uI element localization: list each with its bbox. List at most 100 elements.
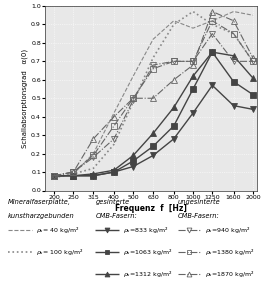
$\rho_s$=1063 kg/m² xyxy=(211,50,214,54)
$\rho_s$= 40 kg/m² xyxy=(92,152,95,155)
$\rho_s$=940 kg/m² xyxy=(211,32,214,35)
$\rho_s$=940 kg/m² xyxy=(132,98,135,102)
Text: $\rho_s$=1312 kg/m²: $\rho_s$=1312 kg/m² xyxy=(123,269,173,279)
$\rho_s$=1063 kg/m² xyxy=(191,87,195,91)
$\rho_s$= 40 kg/m² xyxy=(112,111,116,115)
$\rho_s$=1380 kg/m² xyxy=(52,174,56,178)
$\rho_s$=1063 kg/m² xyxy=(172,124,175,128)
Line: $\rho_s$=1870 kg/m²: $\rho_s$=1870 kg/m² xyxy=(51,9,256,178)
$\rho_s$=833 kg/m² xyxy=(152,154,155,157)
Line: $\rho_s$= 100 kg/m²: $\rho_s$= 100 kg/m² xyxy=(54,11,253,178)
$\rho_s$=1063 kg/m² xyxy=(112,170,116,174)
$\rho_s$=1380 kg/m² xyxy=(92,154,95,157)
Text: $\rho_s$=1380 kg/m²: $\rho_s$=1380 kg/m² xyxy=(205,247,255,257)
Text: CMB-Fasern:: CMB-Fasern: xyxy=(178,213,219,219)
$\rho_s$=1312 kg/m² xyxy=(191,74,195,78)
$\rho_s$=833 kg/m² xyxy=(251,107,254,111)
Y-axis label: Schallabsorptionsgrad   α(0): Schallabsorptionsgrad α(0) xyxy=(22,49,28,148)
$\rho_s$=1380 kg/m² xyxy=(191,59,195,63)
$\rho_s$= 100 kg/m² xyxy=(251,59,254,63)
$\rho_s$=1380 kg/m² xyxy=(172,59,175,63)
$\rho_s$= 40 kg/m² xyxy=(191,26,195,30)
$\rho_s$=1380 kg/m² xyxy=(232,32,235,35)
$\rho_s$=940 kg/m² xyxy=(232,59,235,63)
Text: Mineralfaserplatte,: Mineralfaserplatte, xyxy=(8,199,71,205)
$\rho_s$=833 kg/m² xyxy=(52,174,56,178)
$\rho_s$= 40 kg/m² xyxy=(72,172,75,176)
$\rho_s$=833 kg/m² xyxy=(232,104,235,107)
Text: $\rho_s$=940 kg/m²: $\rho_s$=940 kg/m² xyxy=(205,225,251,235)
$\rho_s$=1312 kg/m² xyxy=(152,131,155,135)
$\rho_s$=1870 kg/m² xyxy=(152,96,155,100)
$\rho_s$= 100 kg/m² xyxy=(112,142,116,146)
$\rho_s$=940 kg/m² xyxy=(72,170,75,174)
Text: $\rho_s$= 40 kg/m²: $\rho_s$= 40 kg/m² xyxy=(36,225,79,235)
$\rho_s$=940 kg/m² xyxy=(112,137,116,141)
$\rho_s$=1870 kg/m² xyxy=(211,10,214,13)
$\rho_s$=833 kg/m² xyxy=(112,170,116,174)
$\rho_s$=940 kg/m² xyxy=(92,155,95,159)
$\rho_s$= 40 kg/m² xyxy=(172,19,175,22)
$\rho_s$=1063 kg/m² xyxy=(251,93,254,96)
$\rho_s$=940 kg/m² xyxy=(152,63,155,67)
$\rho_s$=1870 kg/m² xyxy=(232,19,235,22)
$\rho_s$=1380 kg/m² xyxy=(132,96,135,100)
$\rho_s$=940 kg/m² xyxy=(251,59,254,63)
Line: $\rho_s$=1380 kg/m²: $\rho_s$=1380 kg/m² xyxy=(51,18,256,178)
$\rho_s$= 40 kg/m² xyxy=(52,176,56,179)
$\rho_s$=1870 kg/m² xyxy=(72,170,75,174)
$\rho_s$=833 kg/m² xyxy=(191,111,195,115)
$\rho_s$=833 kg/m² xyxy=(132,165,135,168)
$\rho_s$=1870 kg/m² xyxy=(52,174,56,178)
$\rho_s$=1063 kg/m² xyxy=(92,174,95,178)
$\rho_s$=1380 kg/m² xyxy=(211,19,214,22)
$\rho_s$= 40 kg/m² xyxy=(152,38,155,41)
$\rho_s$= 100 kg/m² xyxy=(92,167,95,170)
Line: $\rho_s$=940 kg/m²: $\rho_s$=940 kg/m² xyxy=(51,31,256,178)
$\rho_s$=1312 kg/m² xyxy=(52,174,56,178)
$\rho_s$=833 kg/m² xyxy=(172,137,175,141)
Text: $\rho_s$=833 kg/m²: $\rho_s$=833 kg/m² xyxy=(123,225,169,235)
$\rho_s$=1870 kg/m² xyxy=(132,96,135,100)
$\rho_s$=1063 kg/m² xyxy=(52,174,56,178)
$\rho_s$=1312 kg/m² xyxy=(211,50,214,54)
Text: $\rho_s$=1063 kg/m²: $\rho_s$=1063 kg/m² xyxy=(123,247,173,257)
$\rho_s$=1380 kg/m² xyxy=(251,59,254,63)
$\rho_s$=940 kg/m² xyxy=(52,174,56,178)
$\rho_s$=833 kg/m² xyxy=(211,83,214,87)
Text: ungesinterte: ungesinterte xyxy=(178,199,220,205)
$\rho_s$=1380 kg/m² xyxy=(112,124,116,128)
$\rho_s$=1380 kg/m² xyxy=(72,170,75,174)
$\rho_s$=1312 kg/m² xyxy=(92,172,95,176)
$\rho_s$=1870 kg/m² xyxy=(191,63,195,67)
$\rho_s$=833 kg/m² xyxy=(72,174,75,178)
$\rho_s$= 100 kg/m² xyxy=(211,22,214,26)
$\rho_s$=1312 kg/m² xyxy=(112,168,116,172)
$\rho_s$=1063 kg/m² xyxy=(152,144,155,148)
$\rho_s$=940 kg/m² xyxy=(191,59,195,63)
$\rho_s$= 100 kg/m² xyxy=(232,32,235,35)
$\rho_s$=1063 kg/m² xyxy=(72,174,75,178)
$\rho_s$=940 kg/m² xyxy=(172,59,175,63)
Line: $\rho_s$=1063 kg/m²: $\rho_s$=1063 kg/m² xyxy=(51,49,256,178)
Text: kunstharzgebunden: kunstharzgebunden xyxy=(8,213,75,219)
$\rho_s$= 100 kg/m² xyxy=(72,172,75,176)
$\rho_s$=1312 kg/m² xyxy=(132,154,135,157)
$\rho_s$= 40 kg/m² xyxy=(132,74,135,78)
$\rho_s$=1380 kg/m² xyxy=(152,67,155,70)
$\rho_s$=1312 kg/m² xyxy=(172,106,175,109)
$\rho_s$=1312 kg/m² xyxy=(232,54,235,58)
$\rho_s$=1063 kg/m² xyxy=(232,80,235,83)
$\rho_s$= 100 kg/m² xyxy=(191,10,195,13)
Text: $\rho_s$= 100 kg/m²: $\rho_s$= 100 kg/m² xyxy=(36,247,83,257)
$\rho_s$= 40 kg/m² xyxy=(211,19,214,22)
$\rho_s$=833 kg/m² xyxy=(92,174,95,178)
$\rho_s$= 100 kg/m² xyxy=(132,100,135,104)
Text: CMB-Fasern:: CMB-Fasern: xyxy=(95,213,137,219)
$\rho_s$= 100 kg/m² xyxy=(52,176,56,179)
$\rho_s$=1870 kg/m² xyxy=(172,78,175,82)
$\rho_s$= 100 kg/m² xyxy=(172,22,175,26)
$\rho_s$=1870 kg/m² xyxy=(112,115,116,119)
$\rho_s$= 40 kg/m² xyxy=(251,14,254,17)
Line: $\rho_s$=1312 kg/m²: $\rho_s$=1312 kg/m² xyxy=(51,49,256,178)
